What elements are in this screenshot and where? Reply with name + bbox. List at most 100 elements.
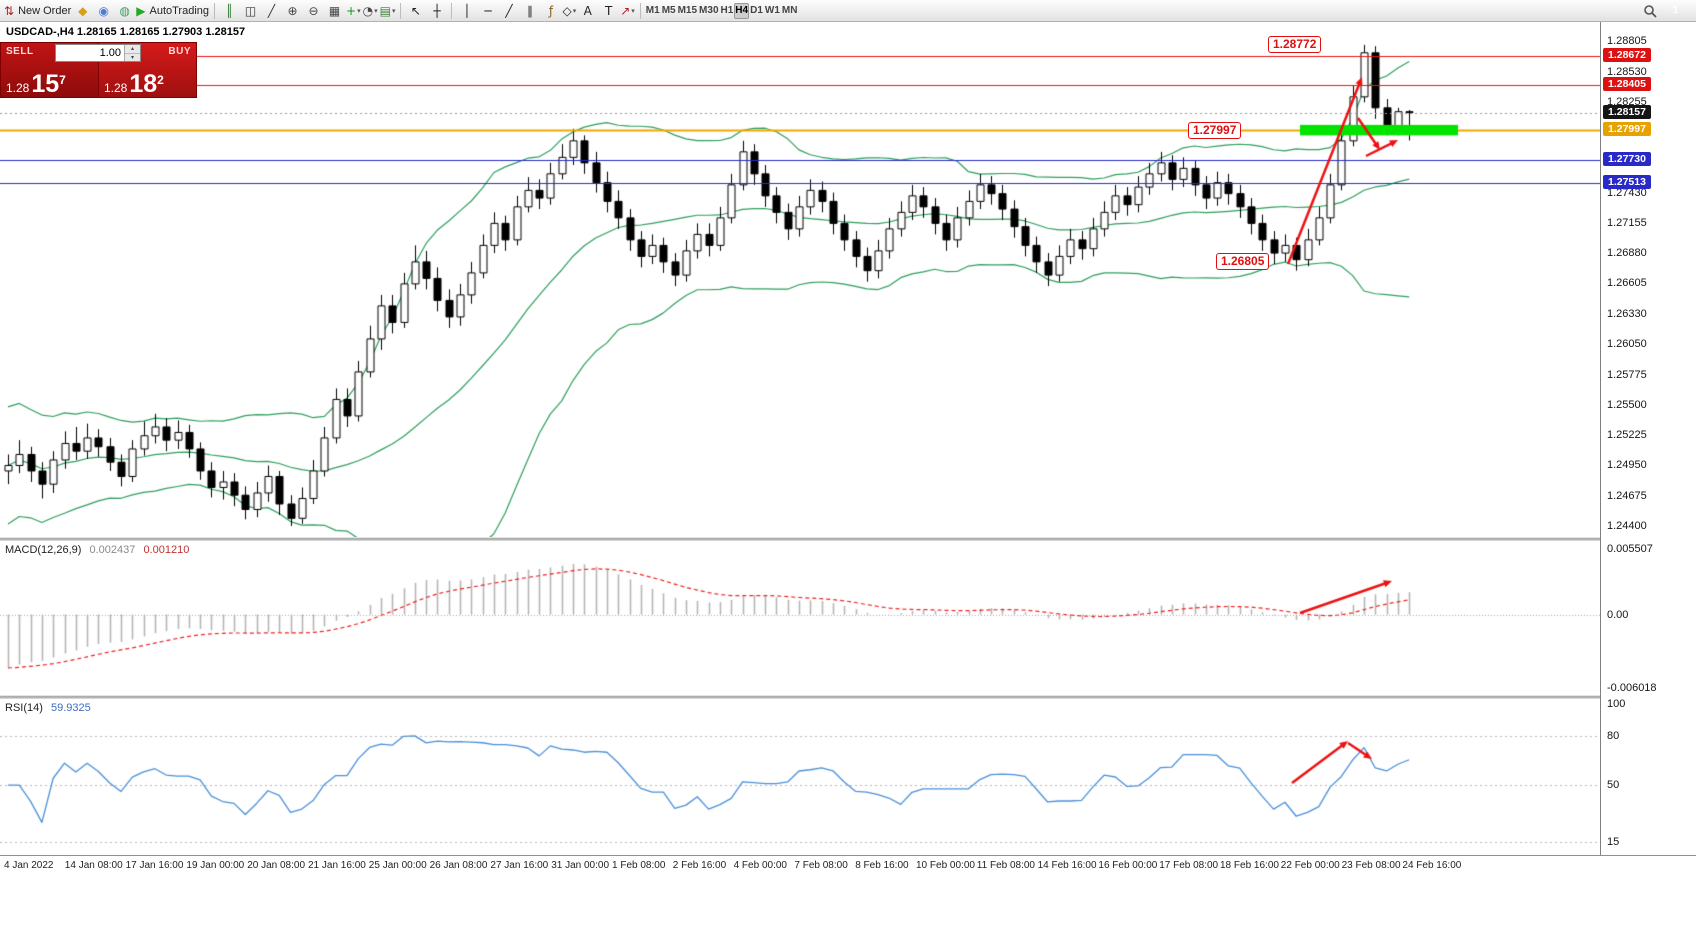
line-chart-mode-icon[interactable]: ╱ <box>261 2 282 20</box>
magnifier-glyph <box>1643 4 1657 18</box>
candlestick-mode-icon[interactable]: ◫ <box>240 2 261 20</box>
glyph: ↗ <box>620 3 631 18</box>
price-scale-tick: 1.25500 <box>1607 398 1647 411</box>
glyph: │ <box>463 3 471 18</box>
dropdown-caret-icon: ▾ <box>631 6 635 15</box>
rsi-scale-label: 100 <box>1607 698 1626 710</box>
sell-price-big: 15 <box>31 70 60 98</box>
macd-scale-zero: 0.00 <box>1607 608 1629 621</box>
search-icon[interactable] <box>1639 2 1660 20</box>
time-axis-label: 2 Feb 16:00 <box>672 860 727 871</box>
new-chart-button[interactable]: + ▾ <box>345 2 362 20</box>
buy-label: BUY <box>168 46 191 57</box>
timeframe-d1[interactable]: D1 <box>749 3 764 19</box>
time-axis-label: 24 Feb 16:00 <box>1402 860 1462 871</box>
macd-indicator-canvas[interactable] <box>0 541 1600 695</box>
time-axis-label: 17 Jan 16:00 <box>125 860 184 871</box>
timeframe-m15[interactable]: M15 <box>677 3 698 19</box>
time-axis-label: 14 Jan 08:00 <box>64 860 123 871</box>
price-scale-tick: 1.26880 <box>1607 247 1647 260</box>
shapes-icon[interactable]: ◇ ▾ <box>561 2 577 20</box>
toolbar-separator <box>214 2 216 19</box>
timeframe-w1[interactable]: W1 <box>764 3 781 19</box>
glyph: ◫ <box>244 3 257 18</box>
timeframe-h4[interactable]: H4 <box>734 2 750 19</box>
glyph: ∥ <box>526 3 533 18</box>
time-axis-label: 11 Feb 08:00 <box>976 860 1035 871</box>
price-chart-canvas[interactable] <box>0 22 1600 537</box>
cursor-icon[interactable]: ↖ <box>405 2 426 20</box>
glyph: ↖ <box>410 3 421 18</box>
timeframe-m1[interactable]: M1 <box>645 3 661 19</box>
rsi-indicator-canvas[interactable] <box>0 699 1600 855</box>
price-scale-tick: 1.28805 <box>1607 35 1647 48</box>
toolbar-separator <box>400 2 402 19</box>
price-scale-tick: 1.27430 <box>1607 186 1647 199</box>
symbol-ohlc-header: USDCAD-,H4 1.28165 1.28165 1.27903 1.281… <box>6 26 246 38</box>
glyph: ⊖ <box>308 3 319 18</box>
time-axis-label: 16 Feb 00:00 <box>1098 860 1158 871</box>
timeframe-h1[interactable]: H1 <box>720 3 735 19</box>
time-axis-label: 17 Feb 08:00 <box>1159 860 1219 871</box>
timeframe-m5[interactable]: M5 <box>661 3 677 19</box>
rsi-name: RSI(14) <box>5 702 43 714</box>
expert-advisors-icon[interactable]: ◆ <box>72 2 93 20</box>
rsi-indicator-label: RSI(14) 59.9325 <box>5 702 96 714</box>
price-scale-badge: 1.28157 <box>1603 104 1651 119</box>
macd-scale-min: -0.006018 <box>1607 682 1657 694</box>
time-axis[interactable]: 4 Jan 2022 14 Jan 08:00 17 Jan 16:00 19 Jan… <box>0 855 1696 877</box>
price-scale[interactable]: 1.28805 1.28530 1.28255 1.27430 1.27155 1.268… <box>1600 22 1696 855</box>
volume-stepper: ▴ ▾ <box>124 45 140 61</box>
toolbar-right: 1 <box>1639 2 1693 20</box>
timeframe-m30[interactable]: M30 <box>698 3 719 19</box>
price-scale-badge: 1.27513 <box>1603 175 1651 190</box>
toolbar-separator <box>639 2 641 19</box>
time-axis-label: 7 Feb 08:00 <box>794 860 848 871</box>
price-scale-tick: 1.24675 <box>1607 489 1647 502</box>
volume-down-button[interactable]: ▾ <box>125 53 140 61</box>
arrows-icon[interactable]: ↗ ▾ <box>619 2 636 20</box>
zoom-out-icon[interactable]: ⊖ <box>303 2 324 20</box>
volume-up-button[interactable]: ▴ <box>125 45 140 54</box>
price-scale-tick: 1.28530 <box>1607 65 1647 78</box>
dropdown-caret-icon: ▾ <box>357 6 361 15</box>
rsi-scale-label: 80 <box>1607 730 1620 743</box>
horizontal-line-icon[interactable]: ─ <box>477 2 498 20</box>
metaeditor-icon[interactable]: ◉ <box>93 2 114 20</box>
price-scale-tick: 1.26050 <box>1607 338 1647 351</box>
glyph: ◍ <box>119 3 130 18</box>
buy-price-prefix: 1.28 <box>104 81 128 95</box>
new-order-button[interactable]: ⇅ New Order <box>3 2 72 20</box>
template-icon[interactable]: ▤ ▾ <box>379 2 397 20</box>
notifications-icon[interactable]: 1 <box>1668 3 1683 18</box>
vertical-line-icon[interactable]: │ <box>456 2 477 20</box>
trendline-icon[interactable]: ╱ <box>498 2 519 20</box>
volume-input[interactable] <box>56 45 124 61</box>
crosshair-icon[interactable]: ┼ <box>426 2 447 20</box>
strategy-tester-icon[interactable]: ◍ <box>114 2 135 20</box>
glyph: + <box>346 3 357 18</box>
bar-chart-mode-icon[interactable]: ║ <box>219 2 240 20</box>
sell-price-prefix: 1.28 <box>6 81 30 95</box>
sell-price-sup: 7 <box>59 73 66 87</box>
autotrading-button[interactable]: ▶ AutoTrading <box>135 2 210 20</box>
text-label-icon[interactable]: T <box>598 2 619 20</box>
time-axis-label: 18 Feb 16:00 <box>1220 860 1279 871</box>
time-axis-label: 21 Jan 16:00 <box>308 860 366 871</box>
time-axis-label: 20 Jan 08:00 <box>247 860 306 871</box>
macd-panel-splitter[interactable] <box>0 537 1696 541</box>
timeframe-mn[interactable]: MN <box>781 3 799 19</box>
price-scale-tick: 1.24950 <box>1607 459 1647 472</box>
glyph: ƒ <box>548 3 554 18</box>
time-axis-label: 1 Feb 08:00 <box>612 860 666 871</box>
volume-box: ▴ ▾ <box>55 44 141 62</box>
rsi-panel-splitter[interactable] <box>0 695 1696 699</box>
fibonacci-icon[interactable]: ƒ <box>540 2 561 20</box>
tile-windows-icon[interactable]: ▦ <box>324 2 345 20</box>
zoom-in-icon[interactable]: ⊕ <box>282 2 303 20</box>
toolbar-items: ⇅ New Order ◆ ◉ ◍ ▶ AutoTrading ║ ◫ ╱ ⊕ ⊖ ▦ + ▾ ◔ ▾ ▤ ▾ ↖ ┼ │… <box>3 0 645 22</box>
channel-icon[interactable]: ∥ <box>519 2 540 20</box>
period-selector-icon[interactable]: ◔ ▾ <box>362 2 379 20</box>
text-icon[interactable]: A <box>577 2 598 20</box>
